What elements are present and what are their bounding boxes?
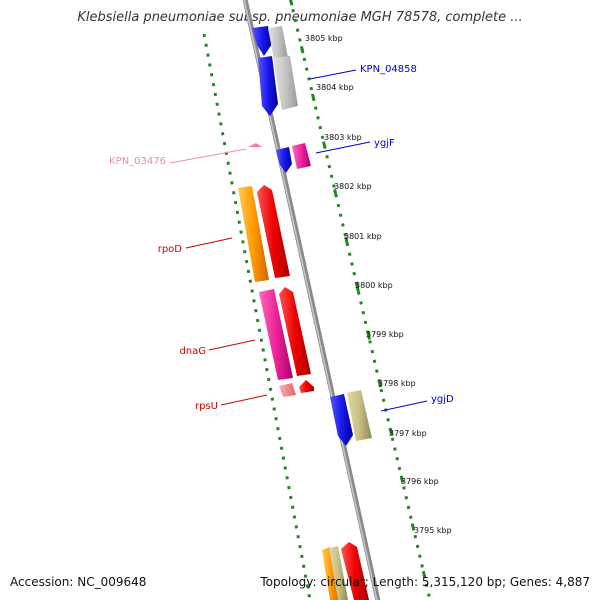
gene-label-ygjf[interactable]: ygjF xyxy=(374,138,395,149)
ruler-tick-label: 3796 kbp xyxy=(401,477,439,486)
gene-pink-kpn-03476 xyxy=(248,143,262,147)
ruler-tick-label: 3797 kbp xyxy=(389,429,427,438)
genome-summary: Topology: circular; Length: 5,315,120 bp… xyxy=(260,575,590,589)
ruler-tick-label: 3805 kbp xyxy=(305,34,343,43)
accession-label: Accession: NC_009648 xyxy=(10,575,147,589)
gene-label-ygjd[interactable]: ygjD xyxy=(431,394,454,405)
gene-red-bottom xyxy=(341,542,369,600)
gene-orange-rpod xyxy=(238,186,269,282)
gene-olive-ygjd xyxy=(347,390,372,441)
gene-orange-bottom xyxy=(322,547,340,600)
gene-blue-kpn-04858 xyxy=(258,56,278,116)
callout-line-rpod xyxy=(185,237,233,249)
outer-tick-track xyxy=(289,0,432,600)
ruler-tick-label: 3795 kbp xyxy=(414,526,452,535)
gene-blue-ygjf xyxy=(276,147,292,173)
gene-gray-top xyxy=(268,26,288,60)
ruler-tick-label: 3798 kbp xyxy=(378,379,416,388)
gene-pink-ygjf xyxy=(292,143,311,169)
gene-pink-dnag xyxy=(259,289,293,380)
gene-label-rpsu[interactable]: rpsU xyxy=(195,401,218,412)
ruler-tick-label: 3804 kbp xyxy=(316,83,354,92)
ruler-tick-label: 3803 kbp xyxy=(324,133,362,142)
gene-label-dnag[interactable]: dnaG xyxy=(179,346,206,357)
gene-blue-top xyxy=(252,26,272,56)
gene-red-rpod xyxy=(257,185,290,278)
ruler-tick-label: 3801 kbp xyxy=(344,232,382,241)
ruler-tick-label: 3800 kbp xyxy=(355,281,393,290)
callout-line-kpn-04858 xyxy=(309,69,357,80)
gene-red-rpsu xyxy=(299,380,314,393)
gene-blue-ygjd xyxy=(330,394,353,446)
gene-red-dnag xyxy=(279,287,311,376)
gene-olive-bottom xyxy=(329,546,348,600)
gene-salmon-rpsu xyxy=(279,383,296,397)
callout-line-ygjd xyxy=(380,400,428,412)
gene-label-kpn-03476[interactable]: KPN_03476 xyxy=(109,156,166,167)
genome-title: Klebsiella pneumoniae subsp. pneumoniae … xyxy=(77,10,523,25)
callout-line-kpn-03476 xyxy=(169,148,247,164)
gene-gray-1 xyxy=(273,56,298,110)
gene-label-rpod[interactable]: rpoD xyxy=(158,244,183,255)
ruler-tick-label: 3802 kbp xyxy=(334,182,372,191)
gene-label-kpn-04858[interactable]: KPN_04858 xyxy=(360,64,417,75)
callout-line-ygjf xyxy=(315,141,371,154)
callout-line-dnag xyxy=(208,339,256,351)
ruler-tick-label: 3799 kbp xyxy=(366,330,404,339)
outer-major-ticks xyxy=(289,0,432,600)
callout-line-rpsu xyxy=(220,394,268,406)
